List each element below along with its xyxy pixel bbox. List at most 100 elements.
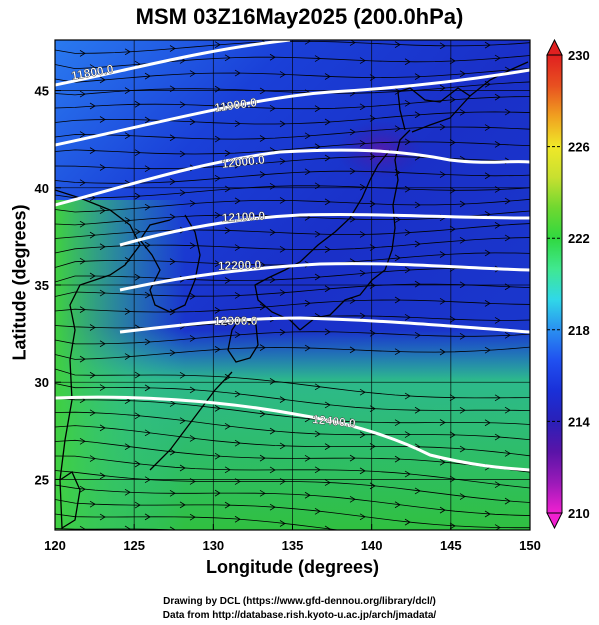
wind-arrowhead (350, 545, 355, 551)
wind-arrowhead (79, 355, 86, 363)
wind-arrowhead (449, 394, 456, 402)
wind-arrowhead (439, 506, 446, 514)
wind-arrowhead (414, 111, 421, 119)
wind-arrowhead (269, 378, 276, 385)
wind-arrowhead (349, 495, 356, 503)
wind-arrowhead (234, 120, 241, 128)
wind-arrowhead (484, 124, 491, 131)
wind-arrowhead (99, 76, 106, 84)
wind-arrowhead (99, 424, 106, 432)
wind-arrowhead (404, 138, 411, 146)
wind-arrowhead (304, 40, 311, 45)
wind-arrowhead (214, 41, 221, 49)
wind-arrowhead (260, 535, 265, 541)
credit-data-source: Data from http://database.rish.kyoto-u.a… (162, 610, 437, 621)
wind-arrowhead (259, 410, 266, 418)
wind-arrowhead (414, 331, 421, 339)
wind-arrowhead (179, 371, 186, 379)
wind-arrowhead (494, 481, 501, 489)
y-tick-label: 40 (35, 181, 49, 196)
wind-arrowhead (494, 141, 501, 148)
wind-arrowhead (459, 332, 466, 340)
wind-arrowhead (79, 525, 86, 530)
wind-arrowhead (484, 172, 491, 180)
contour-line-11900 (55, 68, 530, 147)
wind-arrowhead (189, 292, 196, 300)
wind-arrowhead (99, 243, 106, 251)
wind-arrowhead (169, 45, 176, 52)
wind-arrowhead (404, 266, 411, 274)
wind-arrowhead (144, 384, 151, 392)
wind-arrowhead (99, 340, 106, 348)
wind-arrowhead (394, 41, 401, 48)
wind-arrowhead (179, 150, 186, 158)
wind-arrowhead (279, 71, 286, 78)
wind-arrowhead (324, 154, 331, 162)
streamline (55, 156, 530, 170)
wind-arrowhead (324, 285, 331, 293)
wind-arrowhead (504, 108, 511, 116)
wind-arrowhead (359, 467, 366, 475)
wind-arrowhead (169, 134, 176, 142)
wind-arrowhead (504, 497, 511, 505)
wind-arrowhead (144, 513, 151, 521)
wind-arrowhead (404, 229, 411, 236)
wind-arrowhead (89, 500, 96, 508)
wind-arrowhead (359, 183, 366, 191)
x-axis-label: Longitude (degrees) (205, 557, 379, 577)
wind-arrowhead (214, 211, 221, 219)
wind-arrowhead (124, 443, 131, 451)
hokkaido-coastline (397, 87, 471, 133)
wind-arrowhead (404, 185, 411, 193)
colorbar-tick-label: 230 (568, 48, 590, 63)
streamline (55, 283, 530, 297)
wind-arrowhead (449, 57, 456, 65)
wind-arrowhead (234, 439, 241, 447)
wind-arrowhead (394, 296, 401, 304)
wind-arrowhead (234, 292, 241, 299)
colorbar-tick-label: 226 (568, 140, 590, 155)
y-axis-label: Latitude (degrees) (9, 204, 30, 361)
wind-arrowhead (259, 135, 266, 142)
wind-arrowhead (124, 353, 131, 360)
colorbar-tick-label: 222 (568, 231, 590, 246)
wind-arrowhead (89, 371, 96, 379)
x-tick-label: 125 (123, 538, 145, 553)
wind-arrowhead (214, 452, 221, 460)
wind-arrowhead (89, 64, 96, 71)
wind-arrowhead (269, 276, 276, 284)
wind-arrowhead (314, 55, 321, 62)
wind-arrowhead (359, 269, 366, 277)
kyushu-coastline (227, 317, 259, 363)
wind-arrowhead (179, 189, 186, 197)
japan-honshu-coastline (299, 129, 411, 331)
wind-arrowhead (224, 185, 231, 193)
wind-arrowhead (179, 501, 186, 509)
wind-arrowhead (449, 315, 456, 323)
contour-label: 12100.0 (221, 209, 265, 225)
wind-arrowhead (349, 346, 356, 354)
streamline (55, 425, 530, 457)
x-tick-label: 120 (44, 538, 66, 553)
wind-arrowhead (214, 489, 221, 497)
wind-arrowhead (89, 102, 96, 110)
contour-line-12100 (119, 213, 530, 247)
wind-arrowhead (134, 192, 141, 200)
wind-arrowhead (449, 139, 456, 146)
china-coastline (55, 189, 141, 481)
contour-label: 12400.0 (312, 412, 357, 430)
wind-arrowhead (269, 427, 276, 435)
wind-arrowhead (404, 470, 411, 478)
wind-arrowhead (99, 164, 106, 171)
x-tick-label: 135 (282, 538, 304, 553)
streamline (55, 331, 530, 345)
wind-arrowhead (214, 135, 221, 143)
wind-arrowhead (394, 419, 401, 427)
wind-arrowhead (504, 331, 511, 339)
wind-streamlines (55, 40, 530, 551)
wind-arrowhead (314, 466, 321, 474)
wind-arrowhead (234, 390, 241, 398)
wind-arrowhead (269, 53, 276, 61)
wind-arrowhead (279, 120, 286, 128)
